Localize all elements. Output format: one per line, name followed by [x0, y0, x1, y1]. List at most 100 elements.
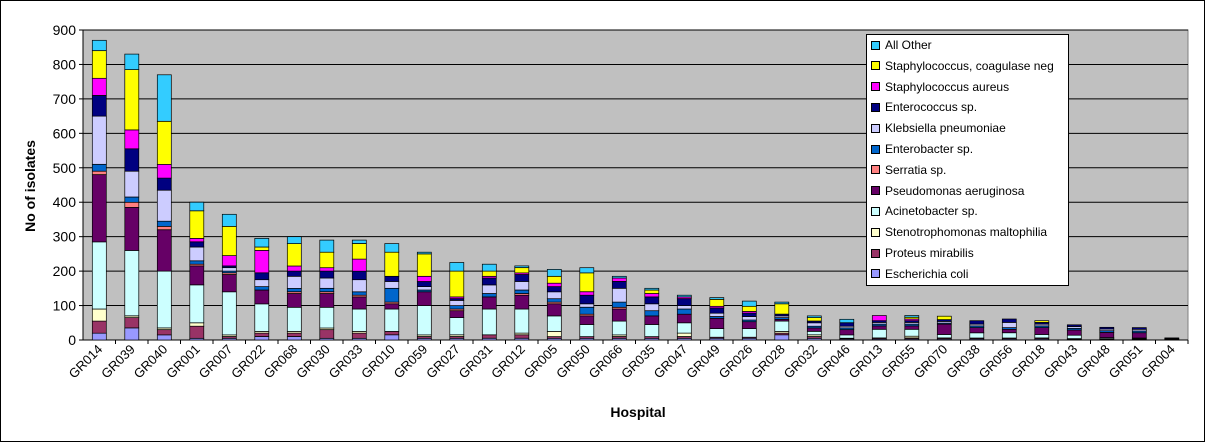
- y-tick-label: 800: [53, 56, 77, 72]
- x-tick-label: GR032: [781, 342, 821, 382]
- bar-segment-proteus-mirabilis-gr068: [287, 333, 301, 336]
- bar-segment-pseudomonas-aeruginosa-gr026: [742, 322, 756, 329]
- bar-segment-pseudomonas-aeruginosa-gr027: [450, 311, 464, 318]
- bar-segment-acinetobacter-sp-gr068: [287, 307, 301, 331]
- x-tick-label: GR007: [196, 342, 236, 382]
- bar-segment-staphylococcus-coagulase-neg-gr028: [775, 304, 789, 314]
- bar-segment-escherichia-coli-gr040: [157, 335, 171, 340]
- bar-segment-pseudomonas-aeruginosa-gr050: [580, 316, 594, 325]
- bar-segment-staphylococcus-coagulase-neg-gr070: [937, 316, 951, 319]
- bar-segment-all-other-gr014: [92, 40, 106, 50]
- bar-segment-klebsiella-pneumoniae-gr056: [1002, 322, 1016, 327]
- bar-segment-stenotrophomonas-maltophilia-gr047: [677, 333, 691, 336]
- bar-segment-enterobacter-sp-gr068: [287, 288, 301, 291]
- bar-segment-enterobacter-sp-gr027: [450, 306, 464, 309]
- bar-segment-acinetobacter-sp-gr022: [255, 304, 269, 332]
- bar-segment-acinetobacter-sp-gr070: [937, 335, 951, 338]
- x-tick-label: GR018: [1008, 342, 1048, 382]
- bar-segment-pseudomonas-aeruginosa-gr070: [937, 324, 951, 334]
- bar-segment-enterococcus-sp-gr022: [255, 273, 269, 280]
- bar-segment-pseudomonas-aeruginosa-gr005: [547, 304, 561, 316]
- bar-segment-staphylococcus-aureus-gr014: [92, 78, 106, 95]
- legend-label: Escherichia coli: [885, 267, 968, 281]
- bar-segment-all-other-gr010: [385, 244, 399, 253]
- bar-segment-stenotrophomonas-maltophilia-gr001: [190, 323, 204, 326]
- bar-segment-acinetobacter-sp-gr012: [515, 309, 529, 333]
- bar-segment-acinetobacter-sp-gr013: [872, 329, 886, 338]
- bar-segment-proteus-mirabilis-gr033: [352, 333, 366, 338]
- bar-segment-pseudomonas-aeruginosa-gr012: [515, 295, 529, 309]
- bar-segment-all-other-gr046: [840, 319, 854, 322]
- bar-segment-staphylococcus-aureus-gr013: [872, 316, 886, 321]
- x-tick-label: GR047: [651, 342, 691, 382]
- bar-segment-pseudomonas-aeruginosa-gr068: [287, 294, 301, 308]
- bar-segment-pseudomonas-aeruginosa-gr048: [1100, 332, 1114, 337]
- bar-segment-proteus-mirabilis-gr059: [417, 337, 431, 339]
- bar-segment-staphylococcus-coagulase-neg-gr005: [547, 276, 561, 283]
- y-tick-label: 100: [53, 298, 77, 314]
- bar-segment-acinetobacter-sp-gr055: [905, 329, 919, 336]
- bar-segment-klebsiella-pneumoniae-gr059: [417, 287, 431, 290]
- bar-segment-pseudomonas-aeruginosa-gr038: [970, 328, 984, 333]
- bar-segment-klebsiella-pneumoniae-gr030: [320, 278, 334, 288]
- bar-segment-acinetobacter-sp-gr038: [970, 333, 984, 338]
- x-tick-label: GR004: [1138, 342, 1178, 382]
- bar-segment-all-other-gr026: [742, 301, 756, 306]
- bar-segment-enterobacter-sp-gr050: [580, 307, 594, 314]
- bar-segment-proteus-mirabilis-gr066: [612, 337, 626, 339]
- bar-segment-enterococcus-sp-gr033: [352, 271, 366, 280]
- bar-segment-enterobacter-sp-gr030: [320, 288, 334, 291]
- bar-segment-enterobacter-sp-gr047: [677, 309, 691, 314]
- bar-segment-enterococcus-sp-gr051: [1132, 328, 1146, 330]
- legend-item-pseudomonas-aeruginosa: Pseudomonas aeruginosa: [871, 183, 1024, 199]
- bar-segment-pseudomonas-aeruginosa-gr055: [905, 326, 919, 329]
- x-tick-label: GR010: [358, 342, 398, 382]
- x-tick-label: GR051: [1106, 342, 1146, 382]
- legend-swatch: [871, 207, 880, 216]
- legend-item-serratia-sp: Serratia sp.: [871, 162, 946, 178]
- bar-segment-enterococcus-sp-gr004: [1165, 338, 1179, 339]
- legend-item-enterobacter-sp: Enterobacter sp.: [871, 141, 973, 157]
- bar-segment-proteus-mirabilis-gr014: [92, 321, 106, 333]
- legend-label: Staphylococcus aureus: [885, 80, 1009, 94]
- y-tick-label: 0: [68, 332, 76, 348]
- x-tick-label: GR013: [846, 342, 886, 382]
- bar-segment-escherichia-coli-gr012: [515, 338, 529, 340]
- bar-segment-staphylococcus-aureus-gr035: [645, 294, 659, 297]
- bar-segment-staphylococcus-coagulase-neg-gr031: [482, 271, 496, 276]
- bar-segment-enterobacter-sp-gr001: [190, 261, 204, 264]
- bar-segment-enterococcus-sp-gr001: [190, 242, 204, 247]
- bar-segment-all-other-gr012: [515, 266, 529, 268]
- y-tick-label: 600: [53, 125, 77, 141]
- bar-segment-escherichia-coli-gr068: [287, 337, 301, 340]
- bar-segment-proteus-mirabilis-gr030: [320, 330, 334, 339]
- bar-segment-enterobacter-sp-gr012: [515, 290, 529, 293]
- bar-segment-all-other-gr068: [287, 237, 301, 244]
- bar-segment-enterobacter-sp-gr049: [710, 317, 724, 319]
- bar-segment-klebsiella-pneumoniae-gr047: [677, 306, 691, 309]
- bar-segment-staphylococcus-coagulase-neg-gr039: [125, 70, 139, 130]
- bar-segment-stenotrophomonas-maltophilia-gr005: [547, 331, 561, 336]
- legend-swatch: [871, 61, 880, 70]
- bar-segment-pseudomonas-aeruginosa-gr066: [612, 309, 626, 321]
- x-tick-label: GR026: [716, 342, 756, 382]
- bar-segment-escherichia-coli-gr031: [482, 338, 496, 340]
- x-tick-label: GR059: [391, 342, 431, 382]
- bar-segment-acinetobacter-sp-gr026: [742, 329, 756, 338]
- bar-segment-staphylococcus-aureus-gr022: [255, 250, 269, 272]
- bar-segment-acinetobacter-sp-gr014: [92, 242, 106, 309]
- bar-segment-all-other-gr031: [482, 264, 496, 271]
- bar-segment-escherichia-coli-gr010: [385, 335, 399, 340]
- bar-segment-staphylococcus-aureus-gr059: [417, 276, 431, 281]
- bar-segment-pseudomonas-aeruginosa-gr033: [352, 297, 366, 309]
- bar-segment-all-other-gr059: [417, 252, 431, 254]
- bar-segment-acinetobacter-sp-gr040: [157, 271, 171, 328]
- bar-segment-acinetobacter-sp-gr059: [417, 306, 431, 335]
- bar-segment-staphylococcus-aureus-gr050: [580, 292, 594, 295]
- bar-segment-all-other-gr032: [807, 316, 821, 318]
- bar-segment-staphylococcus-coagulase-neg-gr059: [417, 254, 431, 276]
- y-axis-title: No of isolates: [22, 140, 38, 232]
- bar-segment-enterococcus-sp-gr050: [580, 295, 594, 304]
- bar-segment-enterococcus-sp-gr068: [287, 271, 301, 276]
